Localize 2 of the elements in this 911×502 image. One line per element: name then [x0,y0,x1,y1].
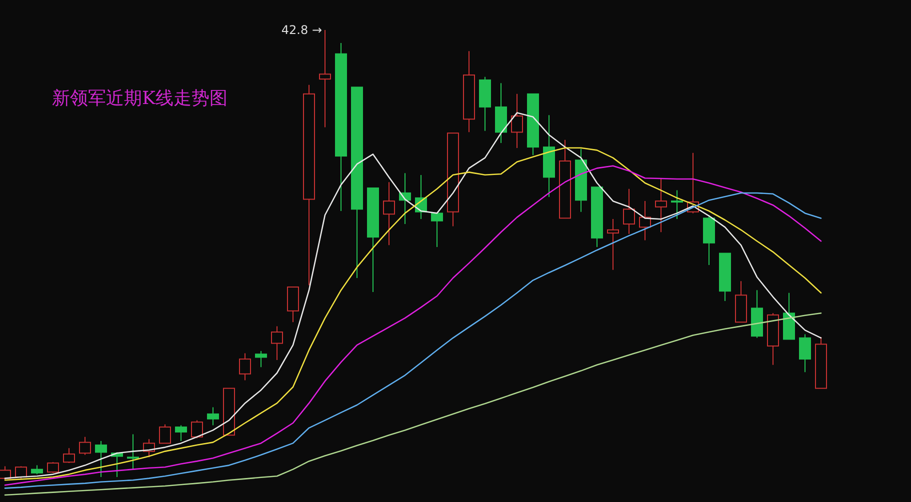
annotation: 42.8 → [281,23,322,37]
text: 新领军近期K线走势图 [52,88,228,109]
